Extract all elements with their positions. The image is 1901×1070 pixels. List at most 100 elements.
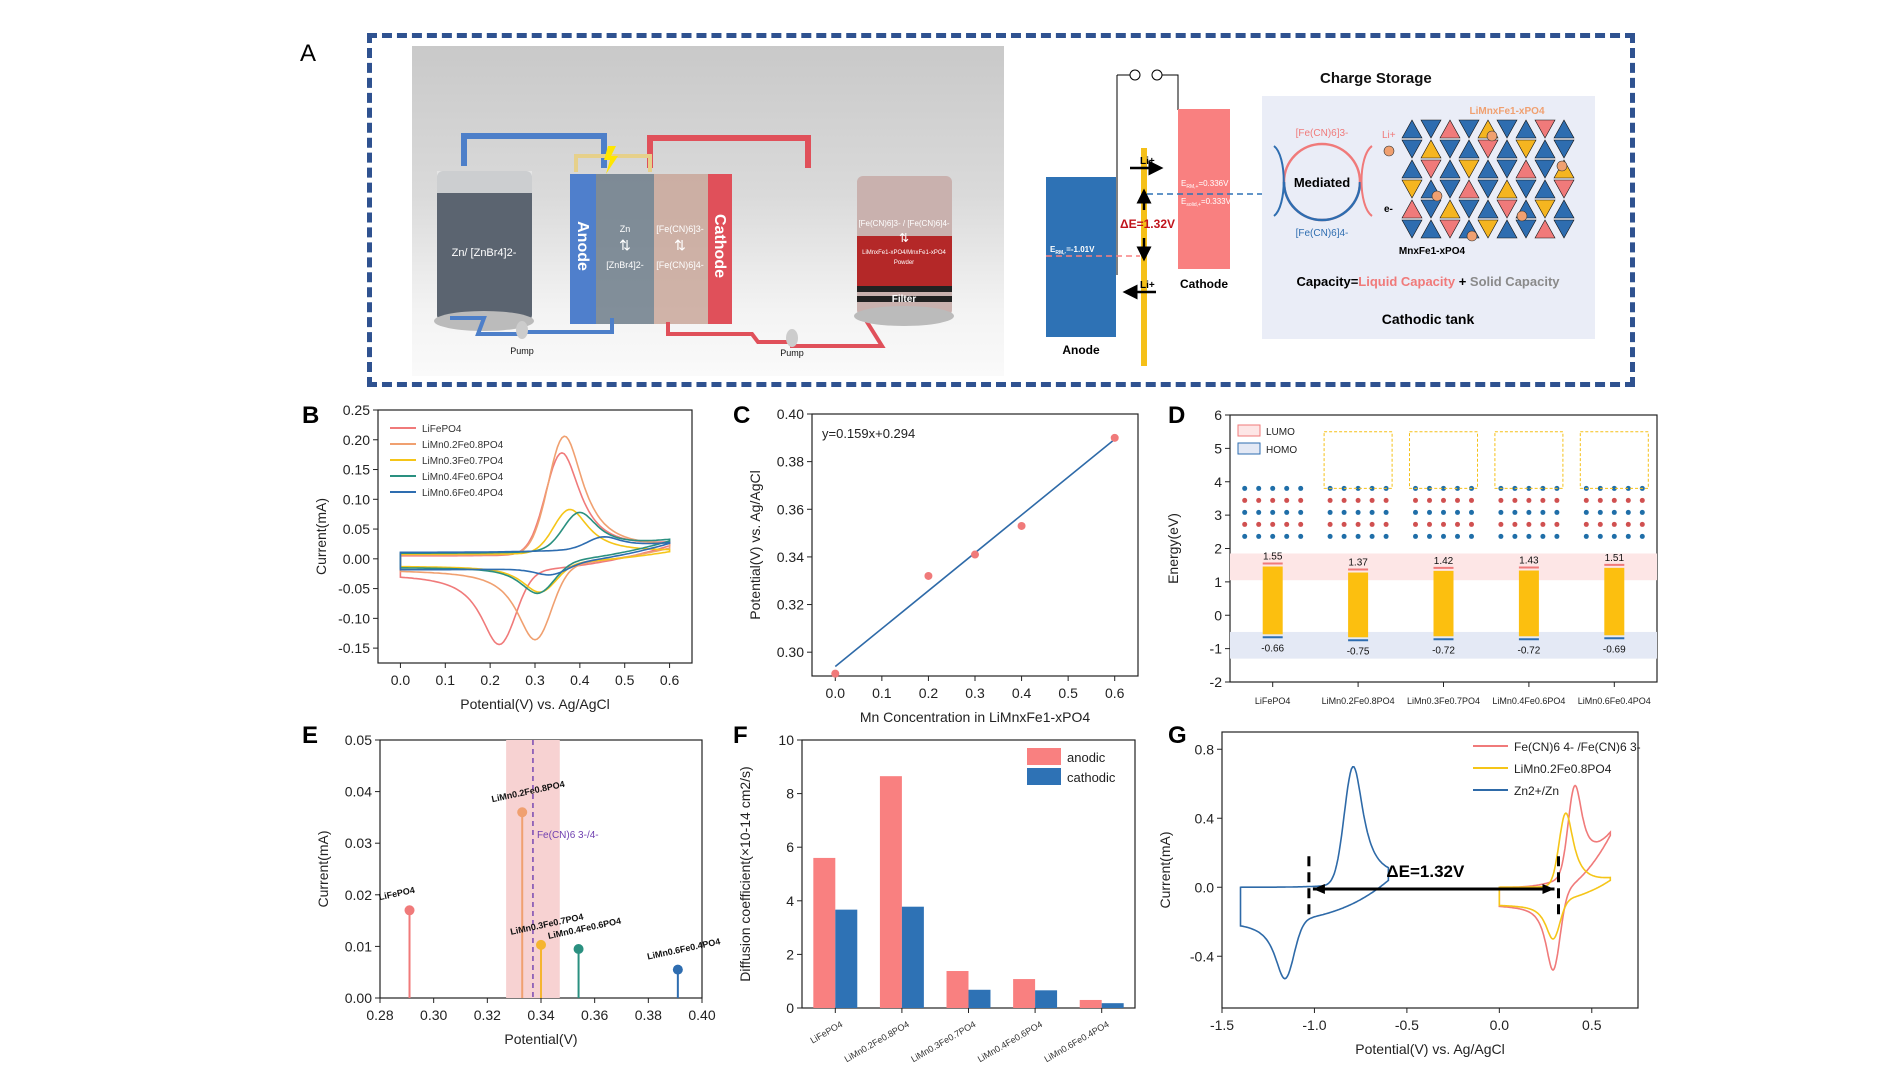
atom xyxy=(1597,497,1603,503)
polyhedron xyxy=(1515,139,1537,159)
y-axis-label: Potential(V) vs. Ag/AgCl xyxy=(747,470,763,619)
atom xyxy=(1639,509,1645,515)
mediated-label: Mediated xyxy=(1294,175,1350,190)
atom xyxy=(1639,521,1645,527)
atom xyxy=(1512,521,1518,527)
polyhedron xyxy=(1477,219,1499,239)
data-point xyxy=(1110,433,1119,442)
atom xyxy=(1427,497,1432,503)
flow-battery-render: Zn/ [ZnBr4]2- Anode Cathode Zn ⇅ [ZnBr4]… xyxy=(412,46,1004,376)
atom xyxy=(1469,509,1474,515)
atom xyxy=(1284,509,1290,515)
atom xyxy=(1611,533,1617,539)
cathode-pipe-top xyxy=(647,135,811,168)
polyhedron xyxy=(1553,179,1575,199)
polyhedron xyxy=(1553,219,1575,239)
atom xyxy=(1355,485,1361,491)
y-tick-label: 0 xyxy=(1214,607,1222,623)
atom xyxy=(1327,533,1333,539)
homo-value: -0.69 xyxy=(1603,644,1626,655)
chart-svg: 0.30 0.32 0.34 0.36 0.38 0.40 Potential(V) vs.… xyxy=(747,406,1139,725)
stem-marker xyxy=(573,943,584,954)
limnfepo4-label: LiMnxFe1-xPO4 xyxy=(1469,106,1544,117)
cathodic-tank-label: Cathodic tank xyxy=(1382,311,1475,327)
atom xyxy=(1455,485,1460,491)
y-tick-label: 0.30 xyxy=(777,644,804,660)
anode-text: Anode xyxy=(574,221,591,271)
atom xyxy=(1341,497,1347,503)
svg-text:ERM,-=-1.01V: ERM,-=-1.01V xyxy=(1050,245,1095,256)
cathode-tank: [Fe(CN)6]3- / [Fe(CN)6]4- ⇅ LiMnxFe1-xPO… xyxy=(854,176,954,326)
atom xyxy=(1639,533,1645,539)
lumo-value: 1.51 xyxy=(1605,553,1625,564)
x-tick-label: 0.3 xyxy=(525,672,545,688)
e-solid-plus: E xyxy=(1181,197,1186,206)
crystal-structure-thumbnail xyxy=(1409,431,1478,539)
atom xyxy=(1526,533,1532,539)
legend-label: LiMn0.6Fe0.4PO4 xyxy=(422,488,504,499)
atom xyxy=(1469,533,1474,539)
legend-label: LiFePO4 xyxy=(422,424,462,435)
polyhedron xyxy=(1515,219,1537,239)
cathode-tank-label: [Fe(CN)6]3- / [Fe(CN)6]4- xyxy=(858,219,949,228)
separator-bar xyxy=(1141,148,1147,366)
delta-e-annotation: ΔE=1.32V xyxy=(1386,862,1465,881)
atom xyxy=(1355,521,1361,527)
data-point xyxy=(1017,521,1026,530)
pump-right-label: Pump xyxy=(780,348,804,358)
atom xyxy=(1455,521,1460,527)
svg-text:Esolid,+=0.333V: Esolid,+=0.333V xyxy=(1181,197,1232,208)
x-tick-label: 0.0 xyxy=(1490,1017,1510,1033)
arrowhead-right-icon xyxy=(1542,883,1555,894)
atom xyxy=(1512,533,1518,539)
panel-c-label: C xyxy=(733,402,751,429)
polyhedron xyxy=(1439,179,1461,199)
atom xyxy=(1383,497,1389,503)
chart-e-peak-currents: Fe(CN)6 3-/4- 0.00 0.01 0.02 0.03 0.04 0.05 Cur… xyxy=(300,720,730,1060)
polyhedron xyxy=(1458,179,1480,199)
y-tick-label: 0.05 xyxy=(343,521,370,537)
legend-label: Zn2+/Zn xyxy=(1514,784,1559,798)
atom xyxy=(1611,509,1617,515)
atom xyxy=(1611,497,1617,503)
y-tick-label: 3 xyxy=(1214,507,1222,523)
atom xyxy=(1427,521,1432,527)
atom xyxy=(1298,521,1304,527)
bar-anodic xyxy=(946,971,969,1008)
y-tick-label: 0.25 xyxy=(343,402,370,418)
atom xyxy=(1413,497,1418,503)
atom xyxy=(1597,533,1603,539)
polyhedron xyxy=(1515,179,1537,199)
atom xyxy=(1256,521,1262,527)
atom xyxy=(1441,485,1446,491)
atom xyxy=(1455,533,1460,539)
bar-cathodic xyxy=(968,989,991,1008)
atom xyxy=(1413,509,1418,515)
fe4-label: [Fe(CN)6]4- xyxy=(1296,228,1349,239)
atom xyxy=(1455,509,1460,515)
mediated-cycle-blue xyxy=(1282,181,1362,222)
atom xyxy=(1242,509,1248,515)
liquid-capacity: Liquid Capacity xyxy=(1358,274,1456,289)
atom xyxy=(1540,521,1546,527)
atom xyxy=(1284,533,1290,539)
bar-anodic xyxy=(879,776,902,1008)
y-tick-label: 0 xyxy=(786,1000,794,1016)
atom xyxy=(1284,497,1290,503)
atom xyxy=(1327,521,1333,527)
y-tick-label: 6 xyxy=(1214,407,1222,423)
atom xyxy=(1298,533,1304,539)
cathode-label: Cathode xyxy=(1180,277,1228,291)
homo-value: -0.75 xyxy=(1347,646,1370,657)
e-solid-plus-sub: solid,+ xyxy=(1186,202,1201,208)
y-tick-label: 0.10 xyxy=(343,491,370,507)
polyhedron xyxy=(1439,219,1461,239)
band-gap-bar xyxy=(1348,572,1369,638)
band-gap-bar xyxy=(1604,567,1625,636)
chart-svg: 0 2 4 6 8 10 Diffusion coefficient(×10-14 cm2/… xyxy=(737,732,1136,1064)
atom xyxy=(1540,533,1546,539)
polyhedron xyxy=(1496,119,1518,139)
atom xyxy=(1413,521,1418,527)
x-tick-label: -0.5 xyxy=(1395,1017,1419,1033)
plot-frame xyxy=(1221,731,1639,1009)
